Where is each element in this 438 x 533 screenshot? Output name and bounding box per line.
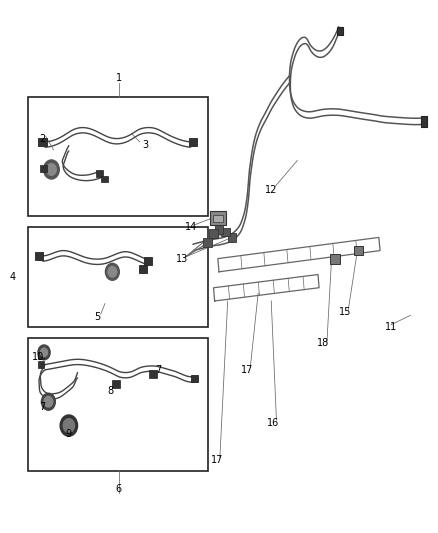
Bar [221,228,230,236]
Text: 10: 10 [32,352,45,361]
Text: 4: 4 [9,272,15,282]
Bar [38,352,45,359]
Circle shape [38,345,50,360]
Circle shape [42,393,55,410]
Text: 15: 15 [339,306,351,317]
Text: 11: 11 [385,322,397,333]
Bar [228,233,237,241]
Text: 13: 13 [176,254,188,263]
Text: 7: 7 [39,402,46,412]
Bar [28,97,208,216]
Bar [149,370,157,378]
Text: 1: 1 [116,73,122,83]
Bar [420,116,427,126]
Bar [189,138,197,146]
Bar [38,361,45,368]
Text: 5: 5 [94,312,100,322]
Bar [96,170,103,177]
Bar [39,138,47,146]
Bar [210,212,226,225]
Text: 16: 16 [267,418,279,428]
Circle shape [41,348,47,357]
Bar [40,165,47,172]
Text: 12: 12 [265,184,277,195]
Text: 17: 17 [211,455,223,465]
Bar [336,27,343,35]
Circle shape [44,397,53,407]
Bar [354,246,363,255]
Circle shape [60,415,78,436]
Circle shape [47,164,56,175]
Bar [101,176,108,182]
Text: 17: 17 [241,365,254,375]
Circle shape [108,266,117,277]
Text: 7: 7 [155,365,161,375]
Circle shape [63,419,74,432]
Bar [330,254,339,264]
Circle shape [106,263,119,280]
Bar [28,338,208,471]
Text: 2: 2 [39,134,46,144]
Bar [28,227,208,327]
Circle shape [44,160,59,179]
Text: 18: 18 [317,338,329,349]
Text: 9: 9 [66,429,72,439]
Bar [113,381,120,389]
Bar [139,265,147,273]
Bar [215,225,223,233]
Bar [35,252,43,260]
Bar [191,375,198,382]
Text: 6: 6 [116,484,122,494]
Bar [144,257,152,265]
Bar [209,229,218,238]
Text: 3: 3 [142,140,148,150]
Bar [203,238,212,247]
Text: 14: 14 [184,222,197,232]
Bar [213,215,223,222]
Text: 8: 8 [107,386,113,396]
